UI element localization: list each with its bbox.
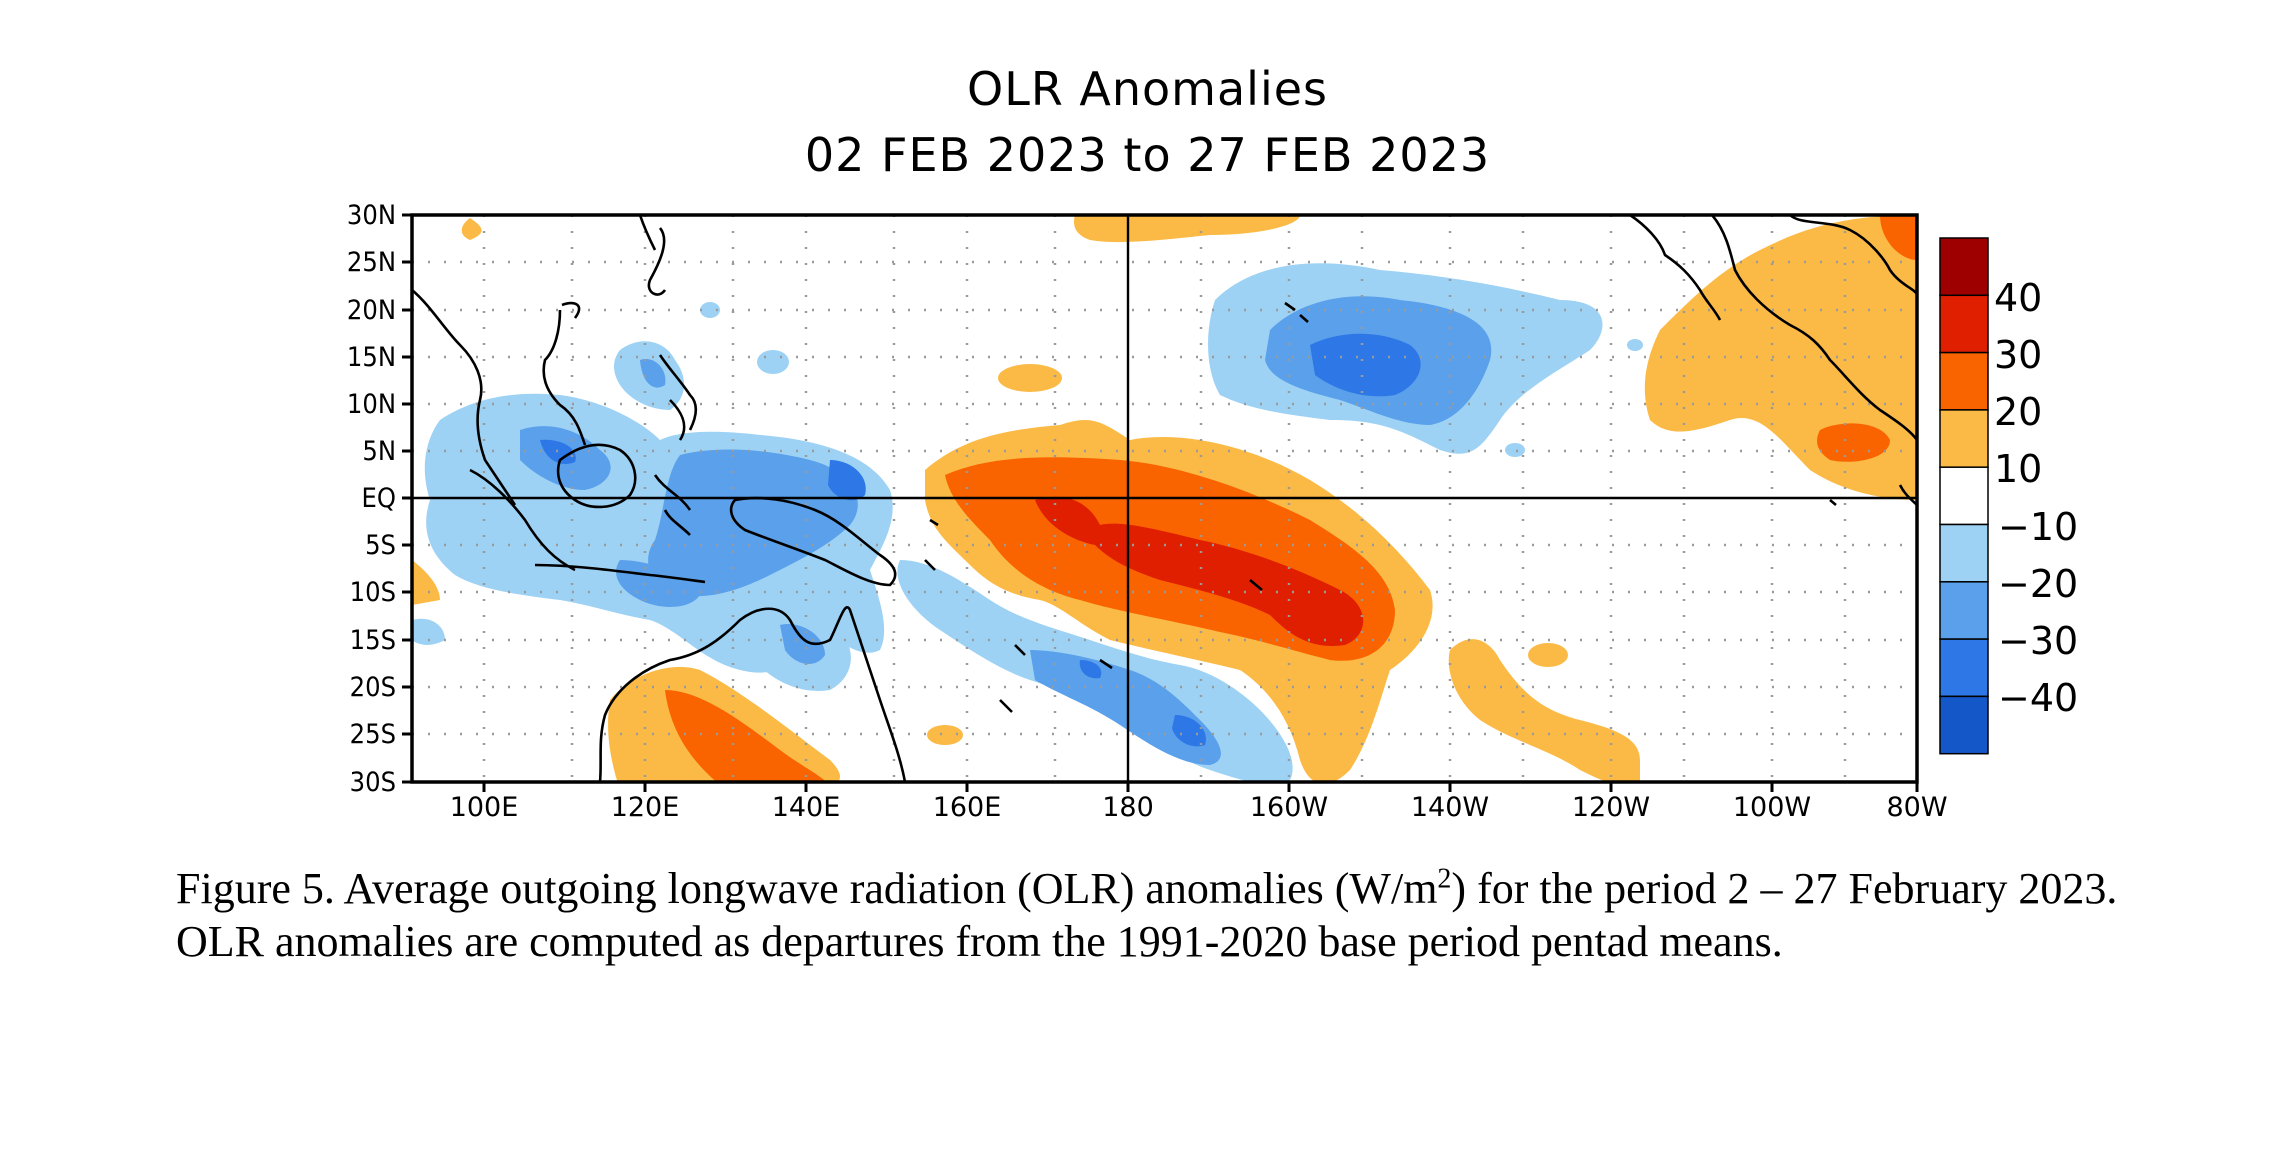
positive-anomaly-small-1 <box>998 364 1062 392</box>
lon-label-140w: 140W <box>1410 792 1490 823</box>
negative-anomaly-small-1 <box>757 350 789 374</box>
positive-anomaly-nw <box>461 218 482 240</box>
coastline-sulawesi <box>653 474 692 536</box>
map-date-range: 02 FEB 2023 to 27 FEB 2023 <box>804 128 1491 182</box>
lat-label-eq: EQ <box>361 483 396 514</box>
positive-anomaly-east-pacific <box>1448 639 1640 782</box>
coastline-philippines <box>658 354 698 441</box>
coastlines <box>412 215 1917 782</box>
lon-label-100e: 100E <box>449 792 519 823</box>
negative-anomaly-spcz-20 <box>1030 650 1221 765</box>
colorbar-swatch <box>1939 294 1989 354</box>
colorbar-swatch <box>1939 409 1989 468</box>
lon-label-100w: 100W <box>1732 792 1812 823</box>
caption-superscript: 2 <box>1437 863 1452 895</box>
positive-anomaly-corner <box>1880 215 1917 260</box>
map-title: OLR Anomalies <box>966 62 1328 116</box>
dotted-grid <box>412 215 1917 782</box>
positive-anomaly-ne-20 <box>1817 423 1890 462</box>
positive-anomaly-australia-20 <box>665 690 827 782</box>
colorbar-swatch <box>1939 523 1989 583</box>
coastline-australia <box>598 606 907 782</box>
negative-anomaly-west-edge <box>412 618 445 645</box>
lon-label-120e: 120E <box>610 792 680 823</box>
lon-label-160w: 160W <box>1249 792 1329 823</box>
colorbar-label-30: 30 <box>1994 333 2043 377</box>
colorbar-label-40: 40 <box>1994 276 2043 320</box>
negative-anomaly-small-2 <box>700 302 720 318</box>
coastline-southeast-asia <box>412 215 667 506</box>
coastline-north-america <box>1629 215 1917 441</box>
colorbar-label-neg10: −10 <box>1998 505 2079 549</box>
caption-text-part1: Figure 5. Average outgoing longwave radi… <box>176 864 1438 913</box>
lat-label-20n: 20N <box>346 295 396 326</box>
positive-anomaly-north-central <box>1073 215 1300 243</box>
negative-anomaly-spcz-30 <box>1079 660 1206 747</box>
colorbar-label-neg20: −20 <box>1998 562 2079 606</box>
figure-caption: Figure 5. Average outgoing longwave radi… <box>176 862 2136 968</box>
coastline-hawaii <box>1284 301 1309 323</box>
lat-label-30n: 30N <box>346 200 396 231</box>
colorbar-label-20: 20 <box>1994 390 2043 434</box>
negative-anomaly-north-central-30 <box>1310 333 1421 397</box>
lat-label-25s: 25S <box>349 719 396 750</box>
colorbar-label-neg30: −30 <box>1998 619 2079 663</box>
colorbar-swatch <box>1939 466 1989 526</box>
lat-label-10n: 10N <box>346 389 396 420</box>
colorbar-swatch <box>1939 638 1989 698</box>
colorbar <box>1939 237 1989 755</box>
coastline-pacific-islands <box>924 518 1263 713</box>
lat-label-25n: 25N <box>346 247 396 278</box>
lat-label-5s: 5S <box>365 530 396 561</box>
colorbar-swatch <box>1939 237 1989 297</box>
positive-anomaly-small-3 <box>1528 643 1568 667</box>
caption-text-part2: ) for the period 2 – 27 February 2023. O… <box>176 864 2118 966</box>
lat-label-15n: 15N <box>346 342 396 373</box>
colorbar-swatch <box>1939 695 1989 755</box>
lat-label-15s: 15S <box>349 625 396 656</box>
lon-label-140e: 140E <box>771 792 841 823</box>
lat-label-5n: 5N <box>362 436 396 467</box>
tick-marks <box>402 213 1919 792</box>
colorbar-swatch <box>1939 351 1989 411</box>
negative-anomaly-maritime-20 <box>520 426 858 607</box>
lon-label-80w: 80W <box>1886 792 1948 823</box>
colorbar-label-neg40: −40 <box>1998 676 2079 720</box>
lat-label-20s: 20S <box>349 672 396 703</box>
anomaly-field <box>412 215 1917 782</box>
lat-label-30s: 30S <box>349 767 396 798</box>
coastline-borneo <box>556 443 637 509</box>
negative-anomaly-small-3 <box>1505 443 1525 457</box>
coastline-new-guinea <box>729 496 897 587</box>
lon-label-180: 180 <box>1102 792 1154 823</box>
negative-anomaly-australia-north-20 <box>780 624 825 665</box>
negative-anomaly-south-china-sea-20 <box>640 359 666 388</box>
positive-anomaly-30 <box>1035 496 1364 646</box>
positive-anomaly-small-2 <box>927 725 963 745</box>
positive-anomaly-ne-pacific <box>1644 215 1917 500</box>
colorbar-swatch <box>1939 581 1989 640</box>
lon-label-120w: 120W <box>1571 792 1651 823</box>
negative-anomaly-small-4 <box>1627 339 1643 351</box>
colorbar-label-10: 10 <box>1994 447 2043 491</box>
coastline-sumatra-java <box>469 468 706 584</box>
positive-anomaly-west <box>412 560 440 605</box>
lon-label-160e: 160E <box>932 792 1002 823</box>
lat-label-10s: 10S <box>349 577 396 608</box>
